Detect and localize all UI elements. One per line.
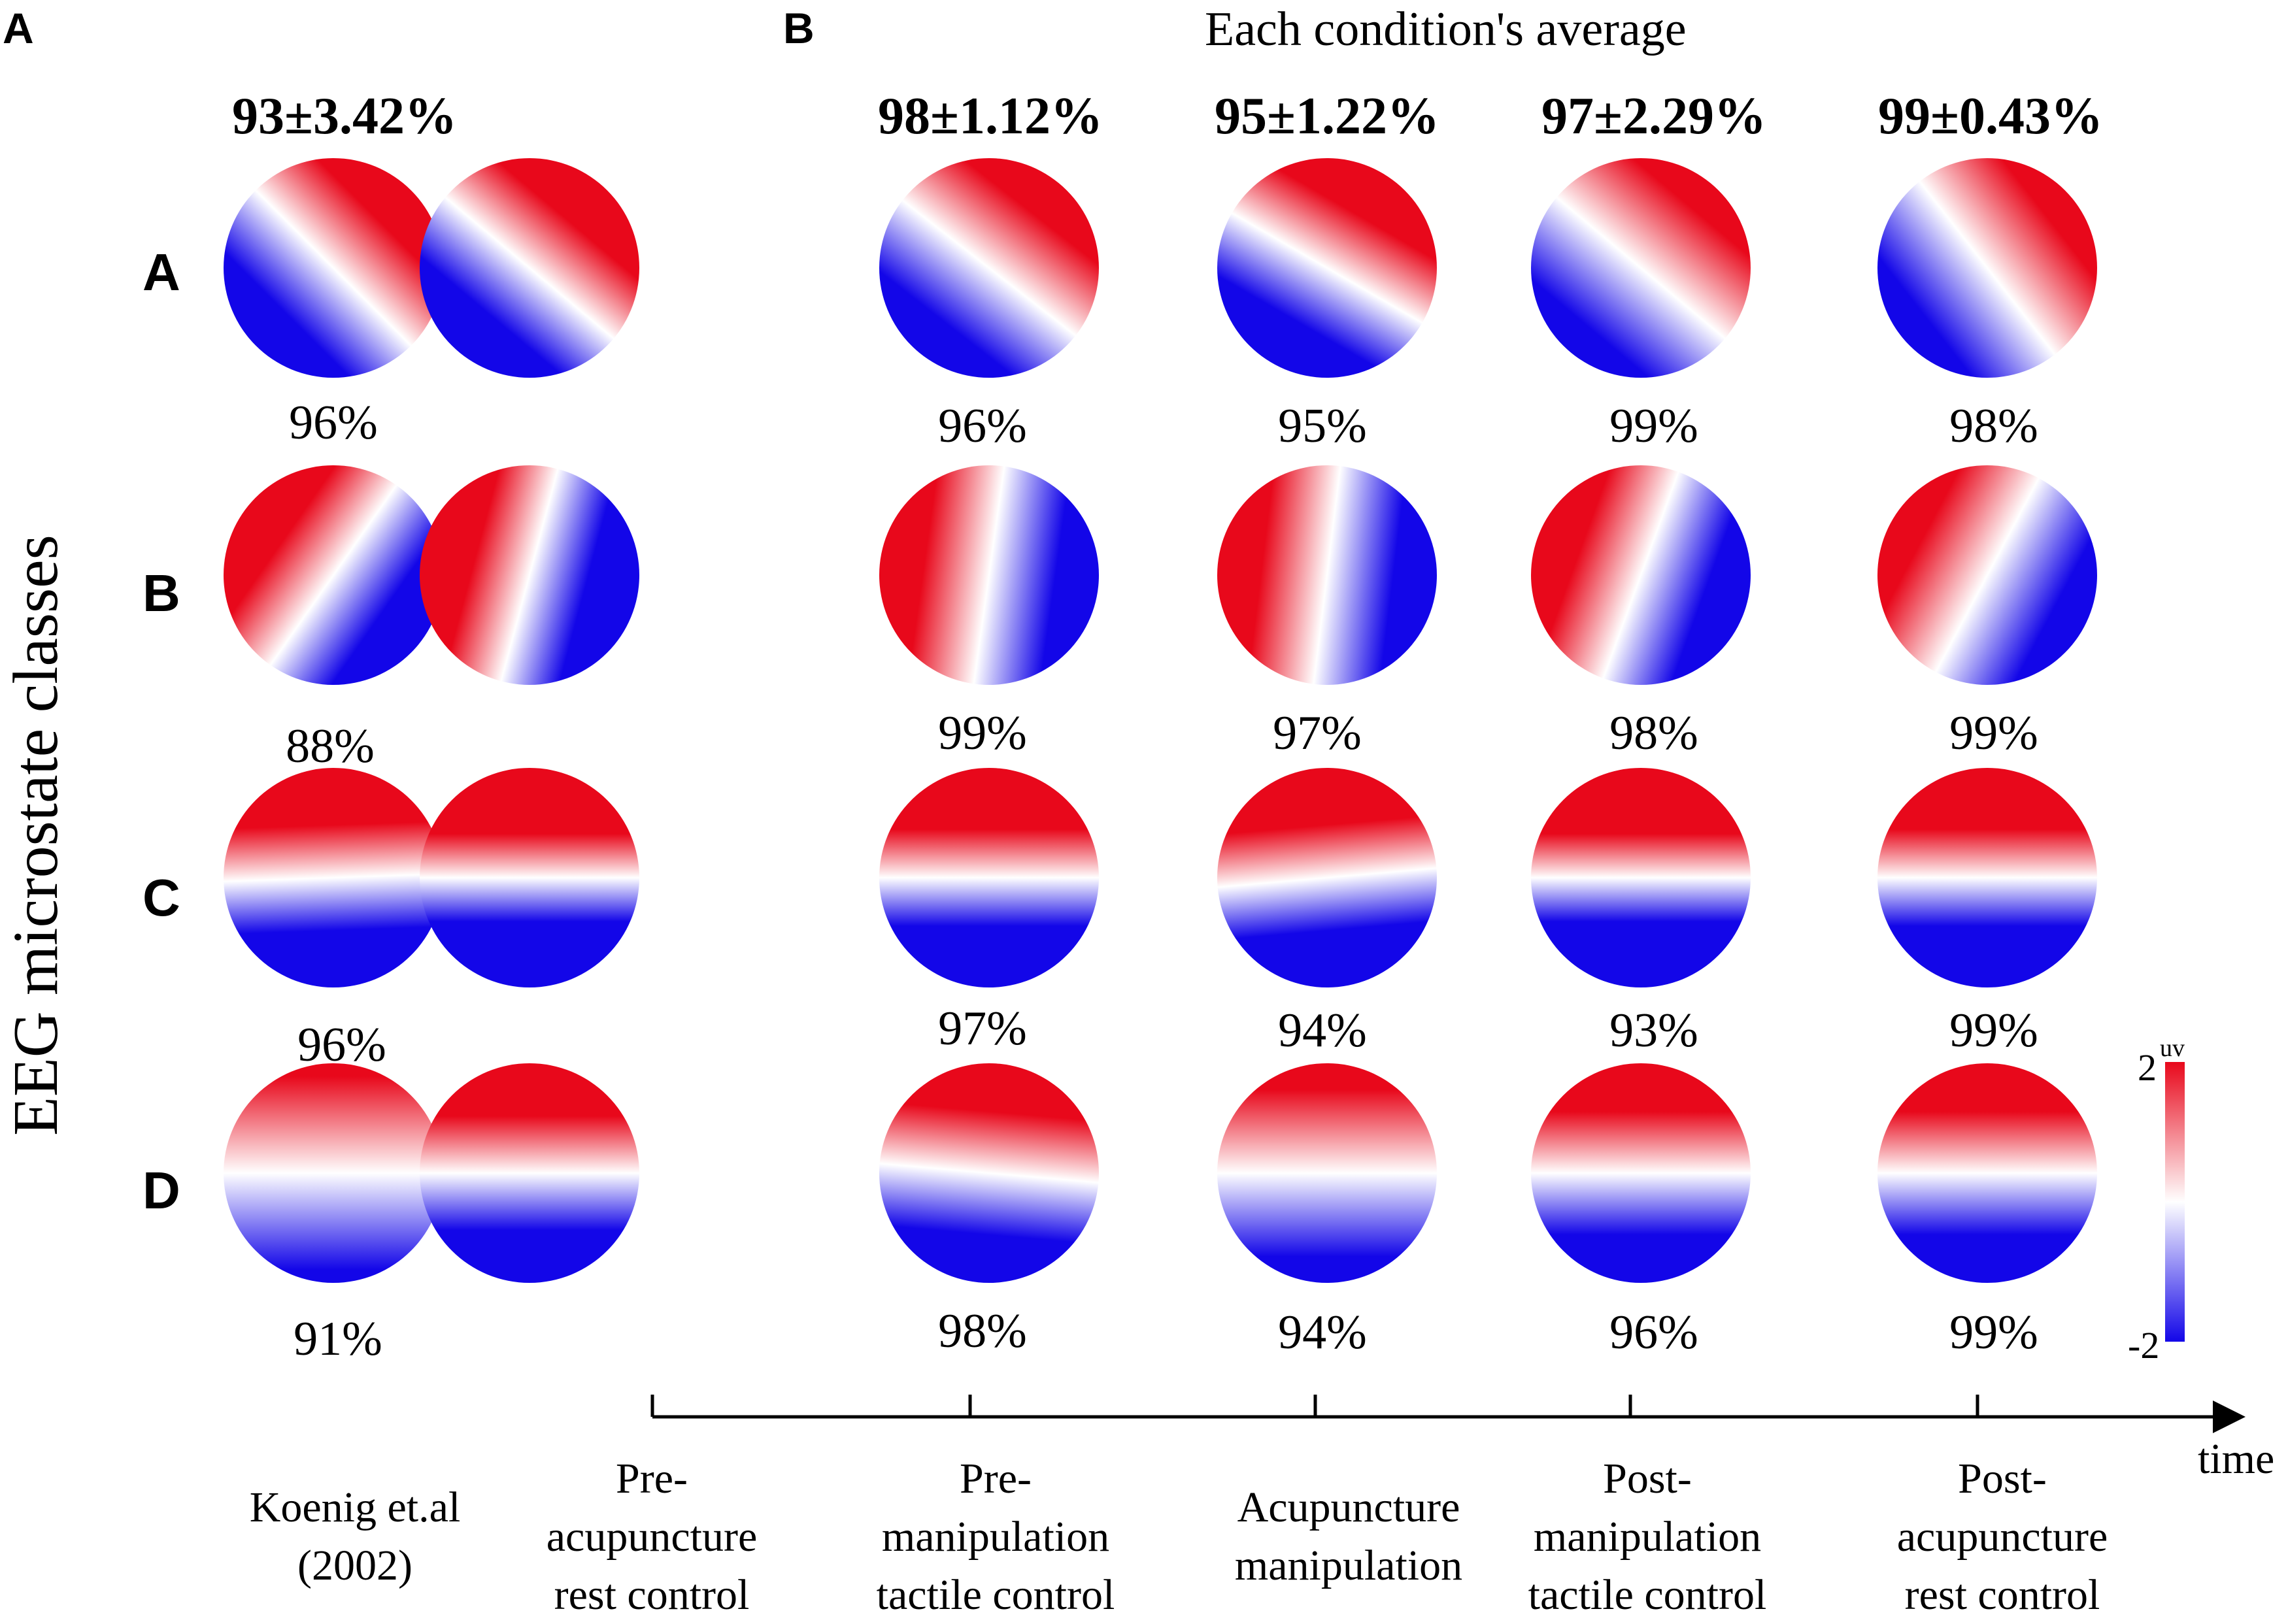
similarity-a-post-manipulation: 99%	[1609, 399, 1698, 453]
accuracy-post-manipulation: 97±2.29%	[1541, 88, 1766, 145]
topomap-d-post-manipulation	[1531, 1063, 1751, 1283]
condition-post-acupuncture-rest: Post- acupuncture rest control	[1896, 1455, 2108, 1619]
topomap-b-post-acupuncture	[1877, 465, 2097, 685]
panel-label-b: B	[783, 4, 815, 52]
condition-pre-acupuncture-rest: Pre- acupuncture rest control	[546, 1455, 758, 1619]
similarity-d-acupuncture: 94%	[1278, 1306, 1367, 1359]
condition-acupuncture-manipulation: Acupuncture manipulation	[1234, 1483, 1463, 1590]
row-label-a: A	[143, 243, 180, 301]
condition-pre-manipulation-tactile: Pre- manipulation tactile control	[876, 1455, 1115, 1619]
similarity-d-post-acupuncture: 99%	[1949, 1306, 2038, 1359]
topomap-a-post-acupuncture	[1877, 158, 2097, 378]
similarity-c-pre-manipulation: 97%	[938, 1002, 1027, 1055]
similarity-c-acupuncture: 94%	[1278, 1004, 1367, 1057]
topomap-c-koenig	[224, 768, 443, 987]
header-title: Each condition's average	[1205, 3, 1687, 56]
colorbar-max-label: 2	[2138, 1046, 2157, 1089]
row-label-c: C	[143, 869, 180, 927]
row-label-b: B	[143, 564, 180, 622]
similarity-c-koenig: 96%	[297, 1018, 386, 1072]
topomap-c-pre-acupuncture	[420, 768, 639, 987]
accuracy-acupuncture: 95±1.22%	[1215, 88, 1439, 145]
accuracy-post-acupuncture: 99±0.43%	[1878, 88, 2103, 145]
topomap-b-post-manipulation	[1531, 465, 1751, 685]
topomap-d-pre-manipulation	[879, 1063, 1099, 1283]
topomap-a-post-manipulation	[1531, 158, 1751, 378]
colorbar-unit: uv	[2160, 1035, 2185, 1062]
topomap-d-pre-acupuncture	[420, 1063, 639, 1283]
similarity-d-koenig: 91%	[294, 1312, 382, 1366]
similarity-a-acupuncture: 95%	[1278, 399, 1367, 453]
similarity-b-post-acupuncture: 99%	[1949, 706, 2038, 760]
accuracy-pre-manipulation: 98±1.12%	[878, 88, 1103, 145]
condition-post-manipulation-tactile: Post- manipulation tactile control	[1528, 1455, 1767, 1619]
time-label: time	[2198, 1435, 2275, 1483]
similarity-d-post-manipulation: 96%	[1609, 1306, 1698, 1359]
similarity-c-post-manipulation: 93%	[1609, 1004, 1698, 1057]
panel-label-a: A	[3, 4, 34, 52]
accuracy-koenig: 93±3.42%	[232, 88, 457, 145]
topomap-a-pre-manipulation	[879, 158, 1099, 378]
topomap-b-acupuncture	[1217, 465, 1437, 685]
similarity-a-koenig: 96%	[289, 396, 378, 450]
similarity-a-pre-manipulation: 96%	[938, 399, 1027, 453]
topomap-b-koenig	[224, 465, 443, 685]
similarity-d-pre-manipulation: 98%	[938, 1304, 1027, 1358]
similarity-c-post-acupuncture: 99%	[1949, 1004, 2038, 1057]
topomap-a-koenig	[224, 158, 443, 378]
similarity-b-pre-manipulation: 99%	[938, 706, 1027, 760]
topomap-b-pre-manipulation	[879, 465, 1099, 685]
topomap-c-post-acupuncture	[1877, 768, 2097, 987]
similarity-b-post-manipulation: 98%	[1609, 706, 1698, 760]
colorbar	[2165, 1062, 2185, 1342]
topomap-a-pre-acupuncture	[420, 158, 639, 378]
topomap-c-post-manipulation	[1531, 768, 1751, 987]
topomap-b-pre-acupuncture	[420, 465, 639, 685]
topomap-c-pre-manipulation	[879, 768, 1099, 987]
similarity-b-koenig: 88%	[286, 720, 375, 773]
topomap-grid	[224, 158, 2097, 1283]
row-label-d: D	[143, 1161, 180, 1219]
topomap-d-koenig	[224, 1063, 443, 1283]
topomap-d-post-acupuncture	[1877, 1063, 2097, 1283]
topomap-c-acupuncture	[1217, 768, 1437, 987]
topomap-d-acupuncture	[1217, 1063, 1437, 1283]
similarity-a-post-acupuncture: 98%	[1949, 399, 2038, 453]
topomap-a-acupuncture	[1217, 158, 1437, 378]
similarity-b-acupuncture: 97%	[1273, 706, 1362, 760]
condition-koenig: Koenig et.al (2002)	[249, 1483, 461, 1590]
colorbar-min-label: -2	[2128, 1324, 2160, 1367]
